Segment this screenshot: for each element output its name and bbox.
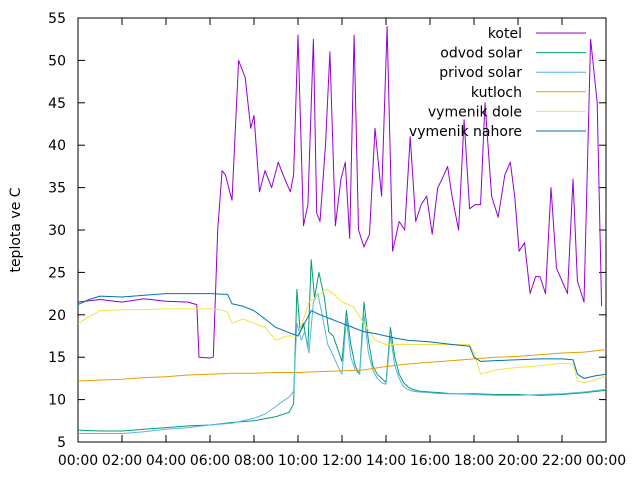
x-tick-label: 02:00 <box>102 453 142 469</box>
y-tick-label: 10 <box>48 393 66 409</box>
series-line-5 <box>77 288 607 384</box>
series-line-2 <box>77 259 607 432</box>
y-tick-label: 20 <box>48 308 66 324</box>
legend-label: kotel <box>488 26 522 42</box>
y-tick-label: 40 <box>48 138 66 154</box>
plot-frame <box>77 17 607 443</box>
legend-label: kutloch <box>471 85 522 101</box>
x-tick-label: 12:00 <box>322 453 362 469</box>
x-tick-label: 00:00 <box>586 453 626 469</box>
x-tick-label: 04:00 <box>146 453 186 469</box>
y-tick-label: 45 <box>48 96 66 112</box>
series-line-3 <box>78 293 607 434</box>
x-tick-label: 06:00 <box>190 453 230 469</box>
x-tick-label: 18:00 <box>454 453 494 469</box>
x-tick-label: 16:00 <box>410 453 450 469</box>
series-line-4 <box>77 349 607 382</box>
y-axis-ticks: 5 10 15 20 25 30 35 40 45 50 55 <box>48 11 606 451</box>
y-tick-label: 30 <box>48 223 66 239</box>
x-tick-label: 14:00 <box>366 453 406 469</box>
legend-label: odvod solar <box>440 46 522 62</box>
y-tick-label: 50 <box>48 53 66 69</box>
y-tick-label: 15 <box>48 350 66 366</box>
y-tick-label: 25 <box>48 265 66 281</box>
legend-label: privod solar <box>439 65 522 81</box>
series-lines <box>77 26 607 434</box>
y-tick-label: 55 <box>48 11 66 27</box>
x-tick-label: 08:00 <box>234 453 274 469</box>
x-tick-label: 22:00 <box>542 453 582 469</box>
series-line-6 <box>77 293 607 379</box>
y-tick-label: 35 <box>48 181 66 197</box>
x-tick-label: 10:00 <box>278 453 318 469</box>
y-tick-label: 5 <box>57 435 66 451</box>
legend: kotel odvod solar privod solar kutloch vymen… <box>409 26 586 140</box>
x-axis-ticks: 00:00 02:00 04:00 06:00 08:00 10:00 12:00 14:00… <box>58 18 626 469</box>
series-line-1 <box>77 26 603 359</box>
legend-label: vymenik dole <box>428 104 522 120</box>
x-tick-label: 00:00 <box>58 453 98 469</box>
x-tick-label: 20:00 <box>498 453 538 469</box>
legend-label: vymenik nahore <box>409 124 522 140</box>
y-axis-title: teplota ve C <box>8 187 24 272</box>
